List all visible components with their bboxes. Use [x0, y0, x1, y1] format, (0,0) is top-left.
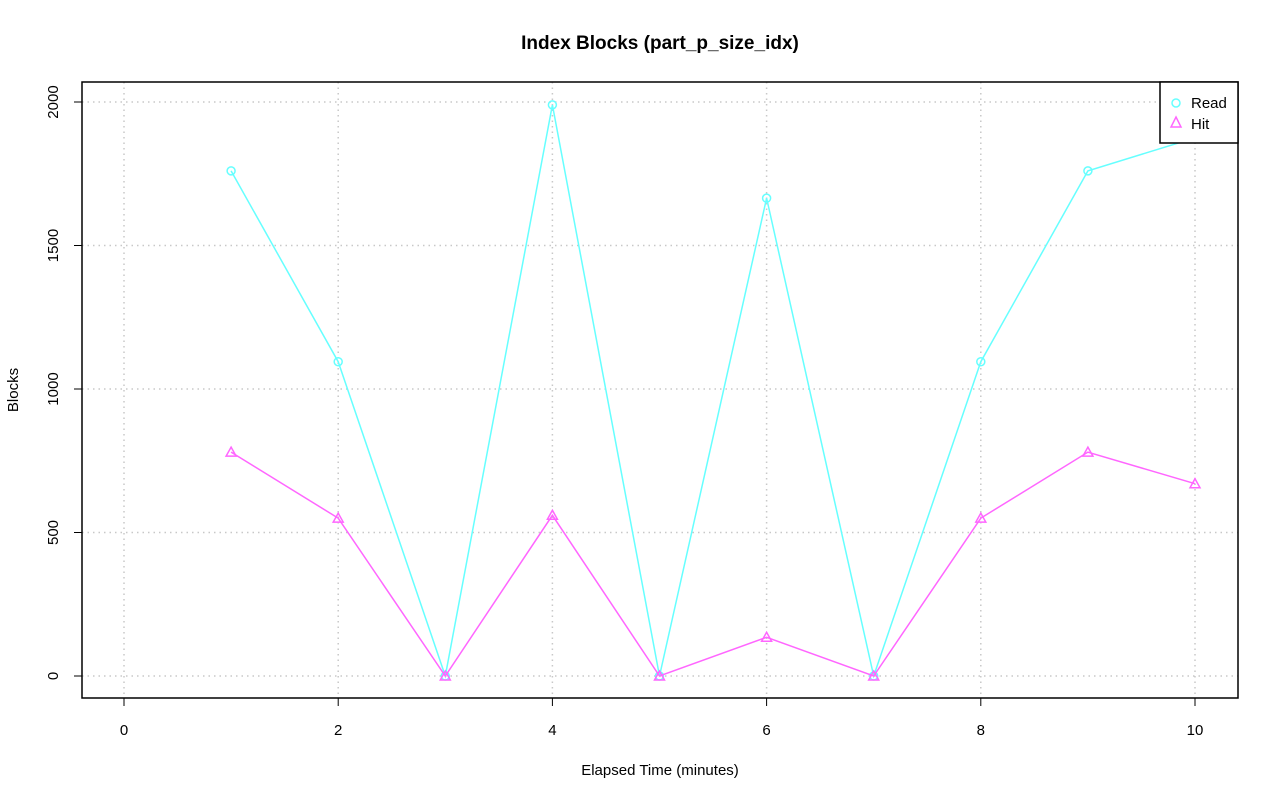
legend-label-read: Read [1191, 95, 1227, 112]
x-tick-label: 10 [1187, 722, 1204, 739]
series-layer [224, 100, 1202, 681]
data-point-read [333, 356, 343, 367]
legend-label-hit: Hit [1191, 116, 1210, 133]
grid [82, 82, 1238, 698]
legend-marker-hit-icon [1169, 115, 1183, 128]
y-tick-label: 1500 [45, 229, 62, 262]
data-point-hit [331, 511, 345, 523]
legend-item-hit: Hit [1169, 115, 1210, 133]
chart-title: Index Blocks (part_p_size_idx) [521, 33, 799, 54]
data-point-hit [1081, 445, 1095, 457]
data-point-hit [546, 508, 559, 521]
data-point-read [1083, 166, 1093, 176]
x-tick-label: 2 [334, 722, 342, 739]
x-tick-label: 6 [762, 722, 770, 739]
y-tick-label: 0 [45, 672, 62, 680]
plot-frame [81, 81, 1239, 699]
legend: Read Hit [1159, 81, 1239, 144]
data-point-hit [224, 445, 238, 457]
data-point-hit [653, 669, 666, 681]
y-axis-label: Blocks [5, 368, 22, 412]
data-point-read [761, 193, 772, 203]
data-point-read [547, 100, 558, 110]
x-axis-label: Elapsed Time (minutes) [581, 762, 739, 779]
series-line-read [230, 104, 1196, 679]
legend-box [1159, 81, 1239, 144]
y-tick-label: 500 [45, 520, 62, 545]
data-point-read [226, 166, 236, 176]
y-tick-label: 1000 [45, 372, 62, 405]
data-point-hit [867, 669, 880, 681]
data-point-hit [974, 511, 988, 523]
x-tick-label: 0 [120, 722, 128, 739]
x-axis: 0 2 4 6 8 10 [120, 698, 1204, 739]
series-line-hit [230, 451, 1196, 678]
y-axis: 0 500 1000 1500 2000 [45, 85, 82, 680]
legend-item-read: Read [1171, 95, 1227, 112]
x-tick-label: 8 [977, 722, 985, 739]
data-point-hit [439, 669, 452, 681]
data-point-read [976, 356, 986, 367]
data-point-hit [1188, 477, 1202, 489]
y-tick-label: 2000 [45, 85, 62, 118]
data-point-hit [760, 630, 773, 643]
legend-marker-read-icon [1171, 98, 1181, 108]
x-tick-label: 4 [548, 722, 556, 739]
